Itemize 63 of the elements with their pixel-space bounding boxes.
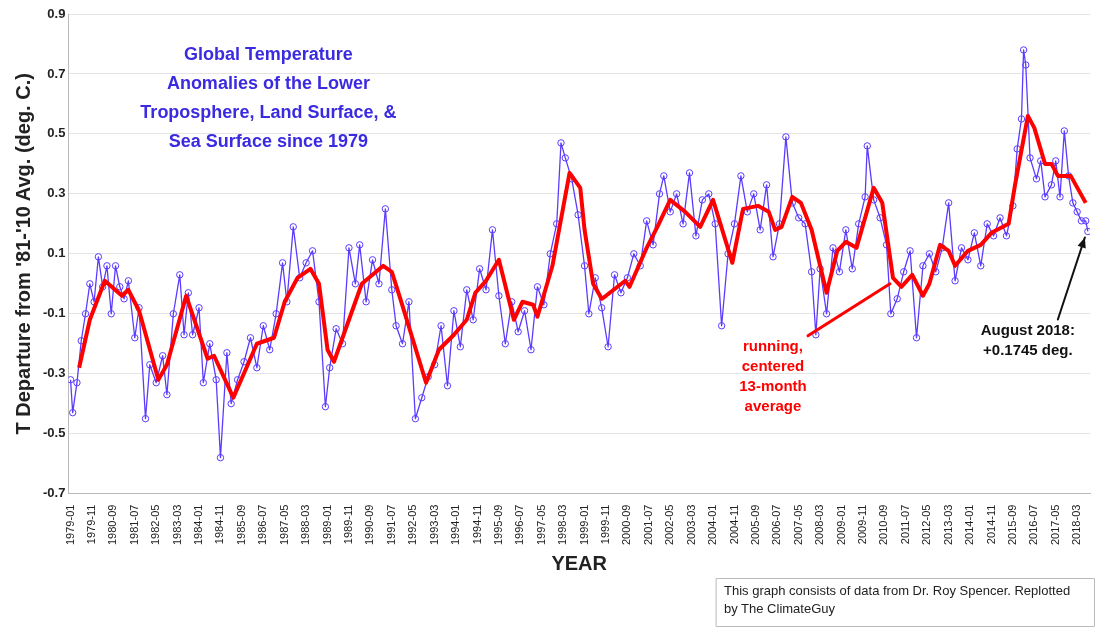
x-tick-label: 1980-09 <box>106 504 119 546</box>
x-tick-label: 2009-11 <box>856 504 869 545</box>
x-tick-label: 2007-05 <box>791 504 804 546</box>
x-tick-label: 2006-07 <box>770 504 783 546</box>
x-tick-label: 1985-09 <box>234 504 247 546</box>
x-tick-label: 2004-11 <box>727 504 740 545</box>
x-tick-label: 2000-09 <box>620 504 633 546</box>
x-axis-title: YEAR <box>551 551 608 574</box>
y-tick-label: 0.3 <box>47 185 66 201</box>
x-tick-label: 2012-05 <box>920 504 933 546</box>
x-tick-label: 2016-07 <box>1027 504 1040 546</box>
text: Global Temperature Anomalies of the Lower Troposphere, Land Surface, & Sea Surface since 1979 <box>140 43 397 151</box>
x-tick-label: 1995-09 <box>491 504 504 546</box>
x-tick-label: 1998-03 <box>556 504 569 546</box>
x-tick-label: 2005-09 <box>748 504 761 546</box>
x-tick-label: 1992-05 <box>406 504 419 546</box>
x-tick-label: 2011-07 <box>898 504 911 545</box>
x-tick-label: 2017-05 <box>1048 504 1061 546</box>
y-tick-label: 0.7 <box>47 65 66 81</box>
x-tick-label: 1981-07 <box>127 504 140 546</box>
x-tick-label: 1993-03 <box>427 504 440 546</box>
annotation: running, centered 13-month average <box>739 337 807 415</box>
x-tick-label: 1989-11 <box>342 504 354 545</box>
x-tick-label: 1984-11 <box>213 504 226 545</box>
y-tick-label: -0.7 <box>42 485 66 501</box>
x-tick-label: 1979-11 <box>84 504 97 545</box>
text: This graph consists of data from Dr. Roy Spencer. Replotted by The ClimateGuy <box>724 583 1071 617</box>
x-tick-label: 2009-01 <box>834 504 847 546</box>
x-tick-label: 1979-01 <box>63 504 76 546</box>
y-tick-label: -0.1 <box>42 305 66 321</box>
annotation: August 2018: +0.1745 deg. <box>980 321 1075 359</box>
x-tick-label: 2010-09 <box>877 504 890 546</box>
x-tick-label: 1984-01 <box>192 504 205 546</box>
y-tick-label: -0.3 <box>42 365 66 381</box>
x-tick-label: 1988-03 <box>299 504 312 546</box>
x-tick-label: 1999-01 <box>577 504 590 546</box>
x-tick-label: 2008-03 <box>813 504 826 546</box>
x-tick-label: 2015-09 <box>1005 504 1018 546</box>
y-tick-label: 0.5 <box>47 125 66 141</box>
x-tick-label: 1997-05 <box>534 504 547 546</box>
x-tick-label: 1991-07 <box>384 504 397 546</box>
x-tick-label: 1987-05 <box>277 504 290 546</box>
x-tick-label: 1983-03 <box>170 504 183 546</box>
x-tick-label: 1982-05 <box>149 504 162 546</box>
x-tick-label: 1986-07 <box>256 504 269 546</box>
x-tick-label: 2018-03 <box>1070 504 1083 546</box>
x-tick-label: 2002-05 <box>663 504 676 546</box>
y-axis-title: T Departure from '81-'10 Avg. (deg. C.) <box>11 73 34 435</box>
x-tick-label: 1989-01 <box>320 504 333 546</box>
x-tick-label: 2001-07 <box>641 504 654 546</box>
x-tick-label: 2013-03 <box>941 504 954 546</box>
y-tick-label: 0.9 <box>47 5 66 21</box>
x-tick-label: 2014-11 <box>984 504 997 545</box>
x-tick-label: 1999-11 <box>599 504 611 545</box>
x-tick-label: 2014-01 <box>963 504 976 546</box>
y-tick-label: 0.1 <box>47 245 66 261</box>
x-tick-label: 1994-11 <box>470 504 483 545</box>
x-tick-label: 2004-01 <box>706 504 719 546</box>
x-tick-label: 1996-07 <box>513 504 526 546</box>
y-tick-label: -0.5 <box>42 425 66 441</box>
x-tick-label: 1990-09 <box>363 504 376 546</box>
x-tick-label: 2003-03 <box>684 504 697 546</box>
x-tick-label: 1994-01 <box>449 504 462 546</box>
